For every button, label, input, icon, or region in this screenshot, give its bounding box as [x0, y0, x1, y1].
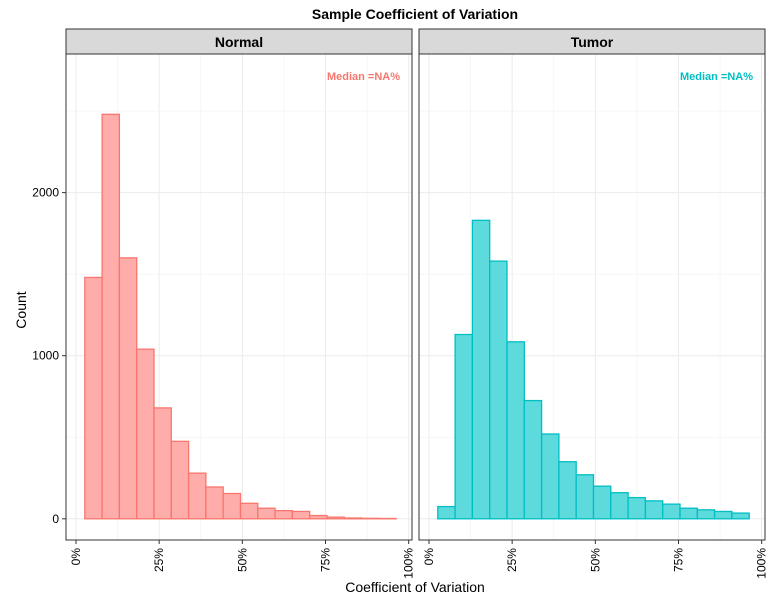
x-tick-label: 25% [505, 548, 519, 572]
histogram-bar [137, 349, 154, 519]
histogram-bar [611, 493, 628, 519]
histogram-bar [85, 277, 102, 518]
histogram-bar [344, 518, 361, 519]
histogram-bar [559, 462, 576, 519]
median-annotation: Median =NA% [680, 71, 753, 83]
x-tick-label: 100% [402, 548, 416, 579]
x-tick-label: 0% [422, 548, 436, 566]
histogram-bar [154, 408, 171, 519]
histogram-bar [645, 501, 662, 519]
histogram-bar [732, 513, 749, 519]
facet-panel-tumor: Tumor Median =NA% 0% 25% 50% 75% 100% [419, 29, 769, 579]
histogram-bar [628, 498, 645, 519]
histogram-bar [576, 475, 593, 519]
histogram-bar [206, 487, 223, 519]
histogram-bar [102, 114, 119, 518]
x-tick-label: 75% [319, 548, 333, 572]
facet-panel-normal: Normal Median =NA% 0% 25% 50% 75% 100% [66, 29, 416, 579]
histogram-bar [223, 494, 240, 519]
histogram-bar [292, 511, 309, 518]
x-tick-label: 25% [152, 548, 166, 572]
facet-strip-label: Normal [215, 34, 263, 50]
histogram-bar [275, 511, 292, 519]
histogram-bar [472, 220, 489, 518]
histogram-bar [542, 434, 559, 519]
histogram-bar [438, 507, 455, 519]
histogram-bar [189, 473, 206, 519]
histogram-bar [663, 504, 680, 519]
x-tick-label: 0% [69, 548, 83, 566]
histogram-bar [240, 503, 257, 518]
histogram-bar [327, 517, 344, 519]
histogram-bar [680, 508, 697, 519]
x-tick-label: 50% [235, 548, 249, 572]
histogram-bar [490, 261, 507, 519]
facet-panels: 0 1000 2000 Normal Median =NA% 0% 25% 50% 75% 100… [32, 29, 768, 579]
x-tick-label: 100% [755, 548, 769, 579]
chart-title: Sample Coefficient of Variation [312, 6, 518, 22]
x-axis-label: Coefficient of Variation [345, 579, 485, 595]
histogram-bar [310, 516, 327, 519]
histogram-bar [715, 511, 732, 518]
y-tick-label: 1000 [32, 349, 59, 363]
histogram-bar [119, 258, 136, 519]
median-annotation: Median =NA% [327, 71, 400, 83]
histogram-bar [171, 441, 188, 518]
y-tick-label: 2000 [32, 186, 59, 200]
x-tick-label: 75% [672, 548, 686, 572]
histogram-bar [524, 401, 541, 519]
y-tick-label: 0 [52, 512, 59, 526]
histogram-bar [258, 508, 275, 519]
histogram-bar [593, 486, 610, 519]
facet-strip-label: Tumor [571, 34, 614, 50]
y-axis-label: Count [13, 291, 29, 328]
histogram-bar [455, 335, 472, 519]
x-tick-label: 50% [588, 548, 602, 572]
histogram-bar [697, 510, 714, 519]
histogram-bar [507, 342, 524, 519]
